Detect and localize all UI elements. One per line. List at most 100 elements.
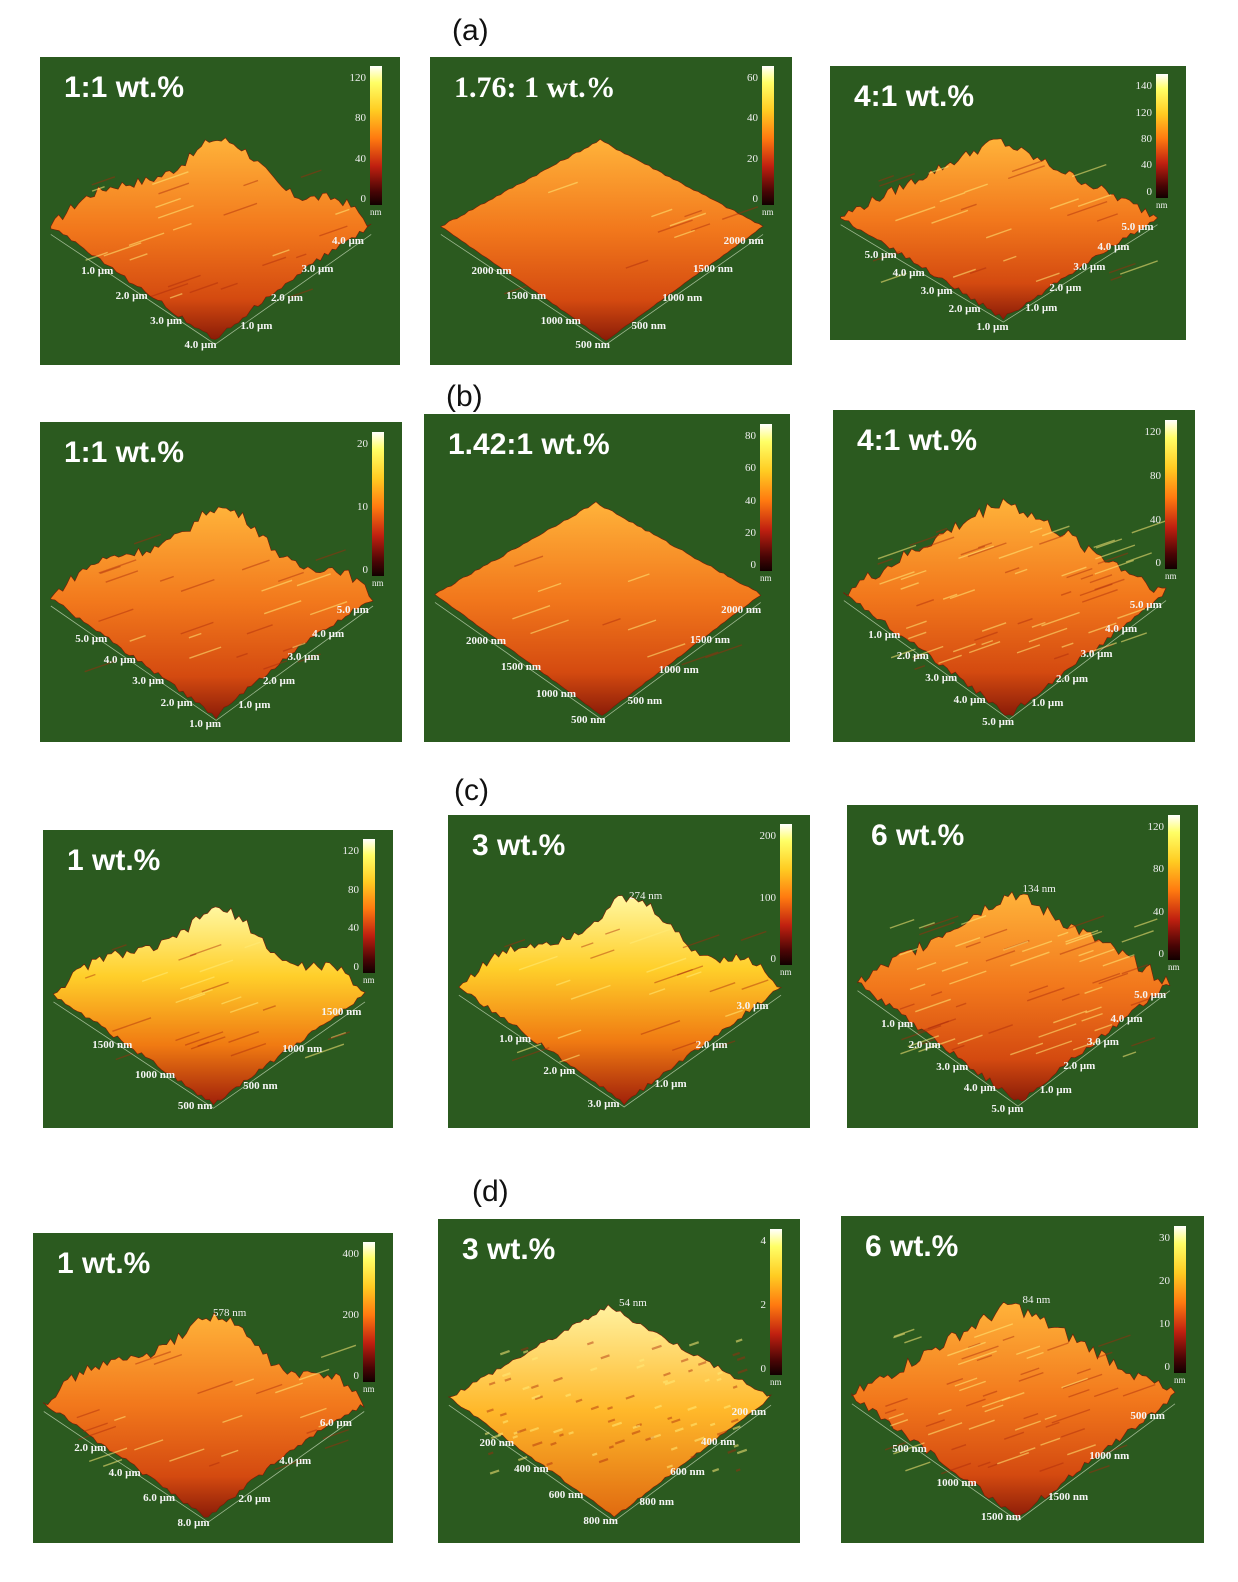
panel-title: 1 wt.% [67,844,161,877]
afm-panel-a2: 1.76: 1 wt.% 60 40 20 0 nm 2000 nm 1500 nm 1000 … [430,57,792,365]
axis-tick-label: 500 nm [1130,1410,1165,1422]
colorbar-tick-label: 80 [745,429,756,442]
axis-tick-label: 4.0 µm [103,654,136,667]
row-label-b: (b) [446,380,483,413]
axis-tick-label: 5.0 µm [75,633,108,646]
axis-tick-label: 1.0 µm [1031,697,1064,710]
colorbar-tick-label: 40 [348,922,359,935]
afm-surface [857,891,1171,1107]
colorbar-tick-label: 40 [1153,905,1164,918]
height-colorbar [770,1228,782,1375]
axis-tick-label: 500 nm [571,713,606,726]
height-colorbar [363,838,375,974]
axis-tick-label: 5.0 µm [1121,220,1154,233]
axis-tick-label: 2000 nm [471,265,512,278]
axis-tick-label: 1.0 µm [1025,301,1058,314]
axis-tick-label: 6.0 µm [143,1492,176,1505]
colorbar-tick-label: 2 [760,1298,767,1311]
colorbar-tick-label: 20 [1159,1274,1170,1287]
colorbar-tick-label: 400 [342,1248,360,1261]
height-colorbar [363,1242,375,1382]
axis-tick-label: 2.0 µm [908,1039,941,1052]
afm-surface [50,506,374,721]
axis-tick-label: 1500 nm [980,1510,1022,1523]
colorbar-tick-label: 80 [355,112,366,125]
colorbar-tick-label: 10 [357,500,368,513]
axis-tick-label: 3.0 µm [936,1060,969,1073]
axis-tick-label: 2.0 µm [74,1442,107,1455]
colorbar-unit: nm [770,1376,782,1387]
colorbar-unit: nm [1165,571,1177,582]
axis-tick-label: 2.0 µm [115,289,148,302]
afm-surface [840,138,1158,323]
axis-tick-label: 4.0 µm [892,266,925,279]
colorbar-unit: nm [760,573,772,584]
colorbar-tick-label: 20 [747,152,758,165]
afm-panel-d1: 1 wt.% 400 200 0 nm 2.0 µm 4.0 µm 6.0 µm 8.0 µm 2… [33,1233,393,1543]
axis-tick-label: 3.0 µm [1073,261,1106,274]
height-colorbar [1156,74,1168,198]
axis-tick-label: 8.0 µm [177,1517,210,1530]
axis-tick-label: 500 nm [892,1443,927,1456]
axis-tick-label: 4.0 µm [1097,241,1130,254]
afm-surface [843,498,1169,720]
axis-tick-label: 1.0 µm [654,1077,687,1090]
axis-tick-label: 3.0 µm [287,651,320,664]
colorbar-tick-label: 10 [1159,1317,1170,1330]
colorbar-tick-label: 120 [349,72,367,85]
panel-title: 1.76: 1 wt.% [454,71,616,104]
axis-tick-label: 500 nm [575,339,610,352]
colorbar-tick-label: 30 [1159,1231,1170,1244]
afm-surface [448,1304,773,1522]
axis-tick-label: 500 nm [631,320,667,333]
axis-tick-label: 3.0 µm [920,285,953,297]
axis-tick-label: 2000 nm [465,634,507,647]
axis-tick-label: 1000 nm [540,314,581,327]
axis-tick-label: 500 nm [177,1099,213,1112]
height-colorbar [1165,419,1177,570]
axis-tick-label: 2.0 µm [543,1065,576,1078]
colorbar-tick-label: 80 [1150,469,1161,482]
panel-title: 6 wt.% [871,819,965,852]
colorbar-tick-label: 0 [360,192,367,205]
axis-tick-label: 4.0 µm [279,1454,312,1467]
colorbar-tick-label: 40 [355,152,366,165]
axis-tick-label: 2.0 µm [948,303,981,316]
colorbar-tick-label: 0 [752,192,759,205]
axis-tick-label: 3.0 µm [150,314,183,327]
axis-tick-label: 2.0 µm [1049,281,1082,294]
axis-tick-label: 5.0 µm [336,603,369,616]
colorbar-tick-label: 0 [353,961,360,974]
axis-tick-label: 1500 nm [1048,1490,1089,1503]
axis-tick-label: 1.0 µm [881,1017,914,1030]
axis-tick-label: 4.0 µm [953,694,986,707]
panel-title: 3 wt.% [472,829,566,862]
height-colorbar [760,423,772,572]
colorbar-unit: nm [1174,1374,1186,1385]
axis-tick-label: 200 nm [731,1406,767,1419]
height-colorbar [762,66,774,205]
axis-tick-label: 800 nm [583,1515,618,1528]
axis-tick-label: 1000 nm [536,687,577,700]
afm-surface [458,895,782,1108]
afm-panel-a3: 4:1 wt.% 140 120 80 40 0 nm 5.0 µm 4.0 µm 3.0 µm 2… [830,66,1186,340]
axis-tick-label: 5.0 µm [1129,598,1162,611]
colorbar-tick-label: 0 [1158,948,1165,961]
axis-tick-label: 1500 nm [506,289,547,302]
peak-height-label: 578 nm [213,1307,247,1320]
colorbar-tick-label: 120 [1147,820,1165,833]
panel-title: 3 wt.% [462,1233,556,1266]
colorbar-unit: nm [1156,199,1168,210]
colorbar-tick-label: 80 [348,883,359,896]
axis-tick-label: 2000 nm [723,234,764,247]
axis-tick-label: 1000 nm [1089,1450,1130,1463]
axis-tick-label: 2.0 µm [160,696,193,709]
axis-tick-label: 1000 nm [936,1477,977,1490]
panel-title: 6 wt.% [865,1230,959,1263]
afm-surface [440,138,764,345]
afm-surface [43,1311,365,1523]
height-colorbar [1174,1225,1186,1373]
colorbar-tick-label: 0 [1155,557,1162,570]
axis-tick-label: 1500 nm [92,1038,133,1051]
colorbar-tick-label: 120 [342,844,360,857]
